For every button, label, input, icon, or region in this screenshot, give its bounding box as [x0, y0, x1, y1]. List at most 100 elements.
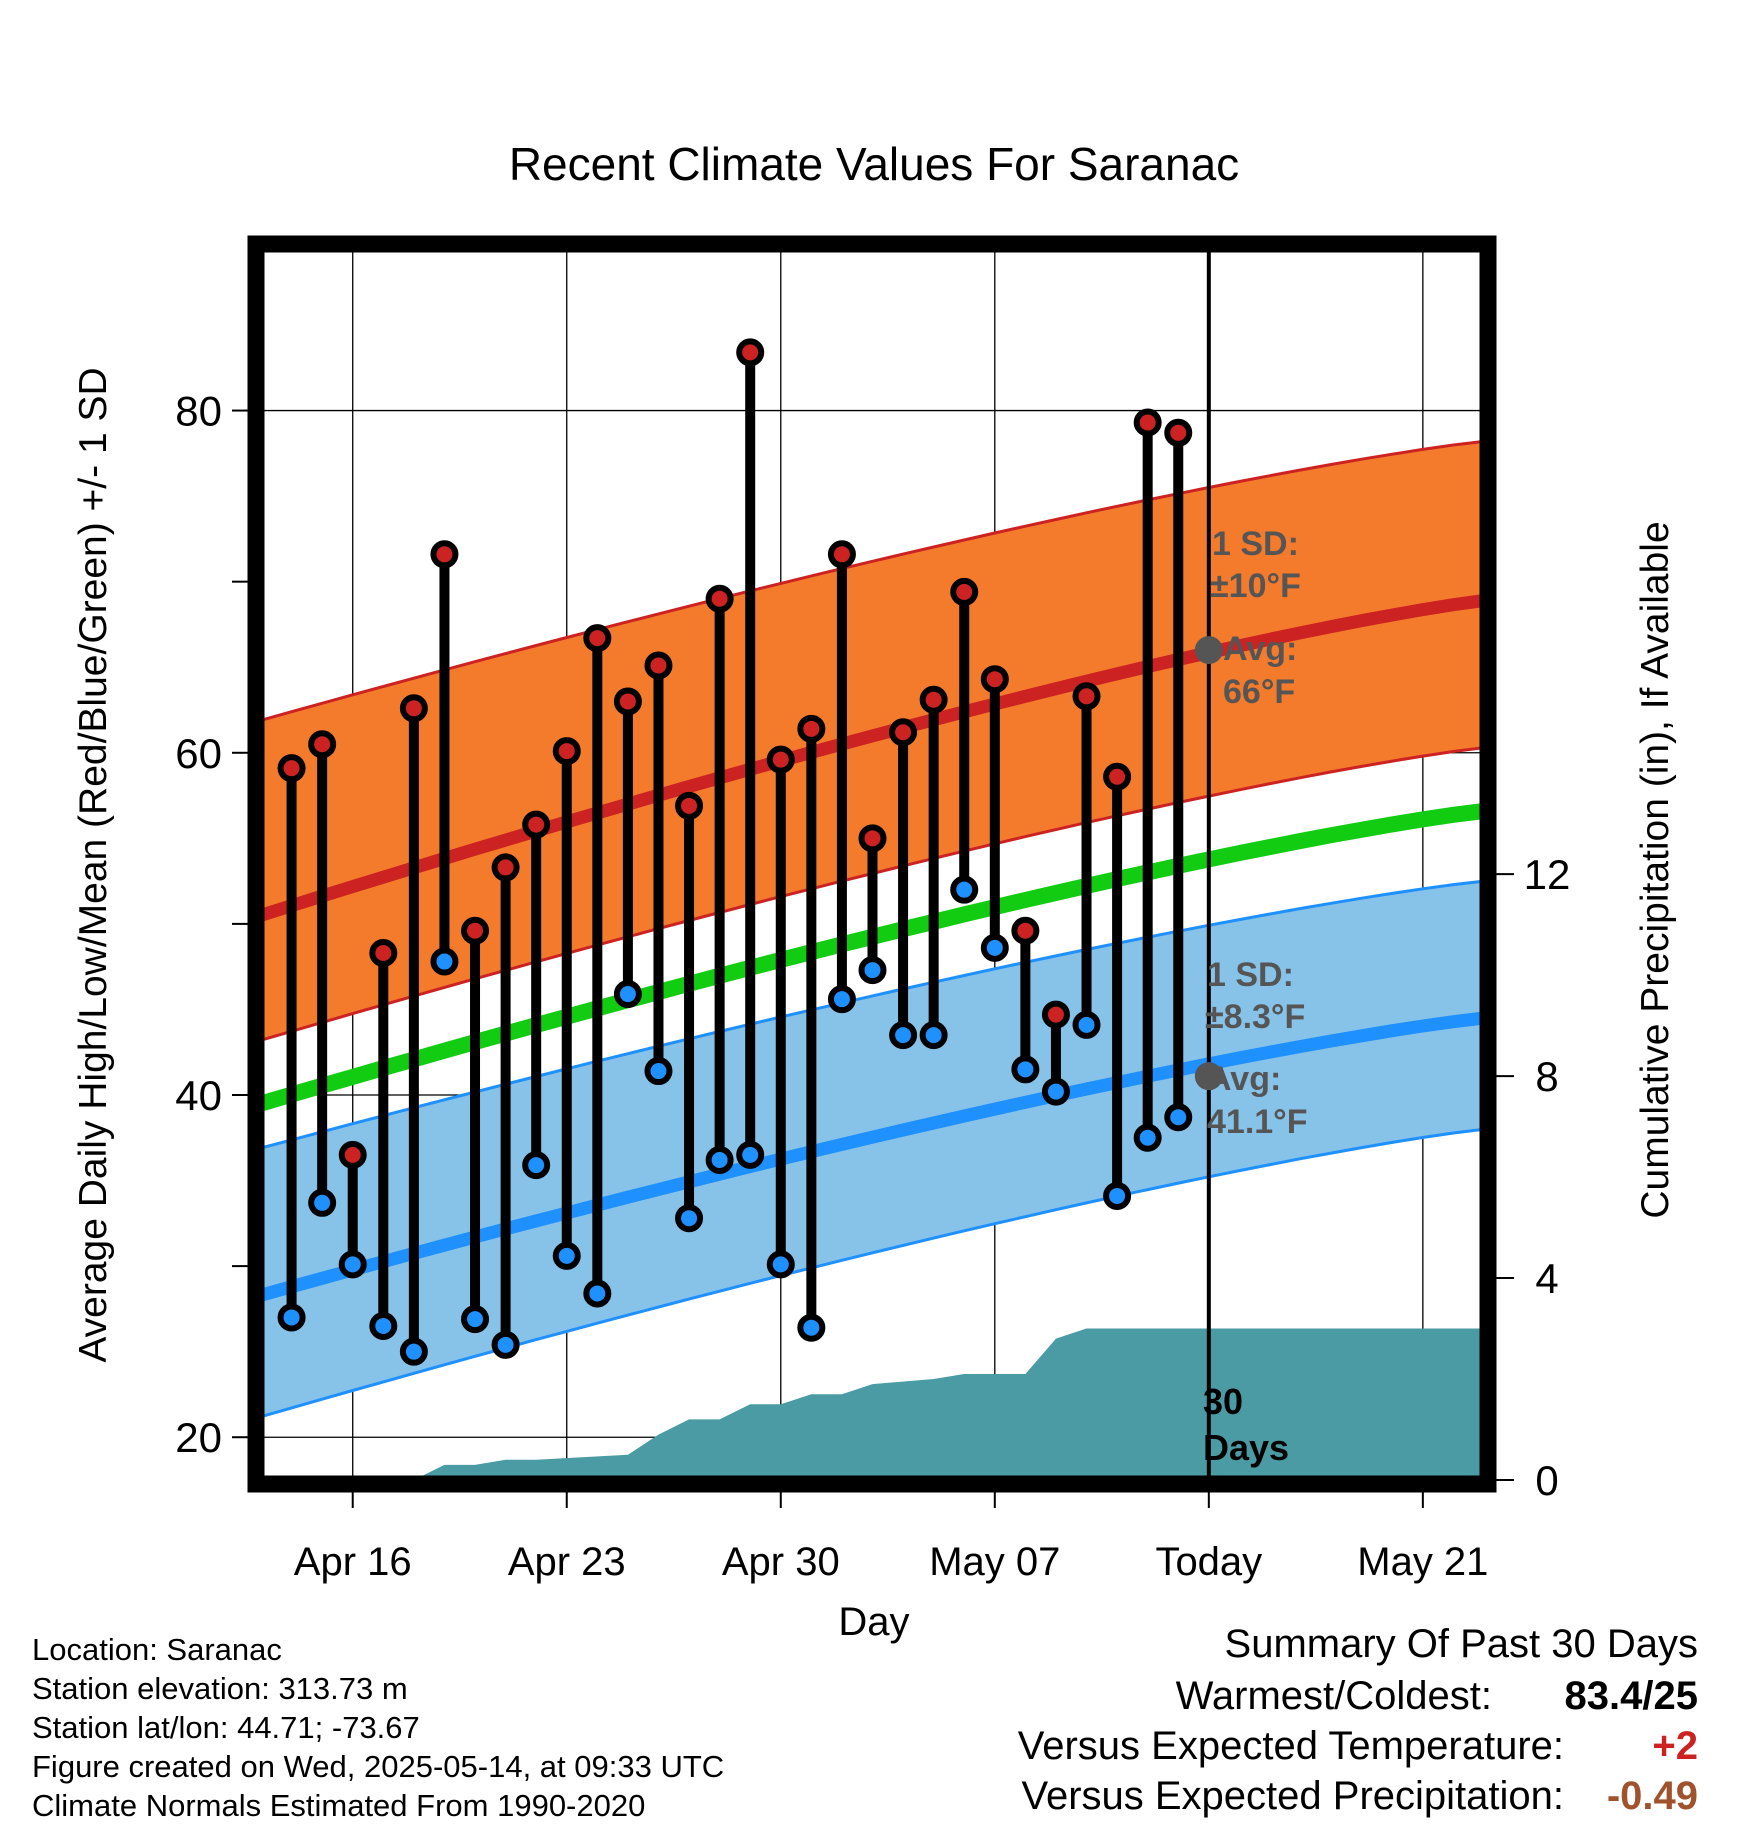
- x-tick-label: Apr 23: [508, 1540, 626, 1584]
- y2-tick-label: 0: [1535, 1457, 1558, 1504]
- high-sd-value: ±10°F: [1210, 567, 1301, 605]
- daily-low-point: [797, 1313, 826, 1342]
- low-normal-line: [259, 1011, 1485, 1302]
- daily-high-point: [644, 651, 673, 680]
- x-tick-label: Apr 30: [722, 1540, 840, 1584]
- daily-high-point: [552, 737, 581, 766]
- days-number: 30: [1203, 1381, 1243, 1422]
- y-tick-label: 20: [175, 1414, 222, 1461]
- daily-low-point: [736, 1140, 765, 1169]
- y-tick-label: 80: [175, 388, 222, 435]
- daily-low-point: [1103, 1181, 1132, 1210]
- location-text: Location: Saranac: [32, 1632, 282, 1667]
- daily-high-point: [736, 338, 765, 367]
- normals-text: Climate Normals Estimated From 1990-2020: [32, 1788, 646, 1823]
- latlon-text: Station lat/lon: 44.71; -73.67: [32, 1710, 420, 1745]
- daily-low-point: [889, 1021, 918, 1050]
- daily-low-point: [1072, 1010, 1101, 1039]
- elevation-text: Station elevation: 313.73 m: [32, 1671, 408, 1706]
- daily-low-point: [399, 1337, 428, 1366]
- daily-high-point: [950, 577, 979, 606]
- daily-low-point: [583, 1279, 612, 1308]
- y-axis-title: Average Daily High/Low/Mean (Red/Blue/Gr…: [72, 367, 115, 1362]
- low-avg-value: 41.1°F: [1207, 1103, 1308, 1141]
- low-lower-line: [260, 1127, 1485, 1419]
- daily-high-point: [338, 1140, 367, 1169]
- daily-low-point: [827, 985, 856, 1014]
- daily-low-point: [858, 956, 887, 985]
- daily-low-point: [950, 875, 979, 904]
- summary-title: Summary Of Past 30 Days: [1224, 1622, 1698, 1666]
- daily-low-point: [675, 1204, 704, 1233]
- daily-high-point: [522, 810, 551, 839]
- x-tick-label: Today: [1155, 1540, 1262, 1584]
- daily-high-point: [1164, 418, 1193, 447]
- daily-low-point: [919, 1021, 948, 1050]
- y2-tick-label: 8: [1535, 1053, 1558, 1100]
- plot-area: 1 SD: ±10°F Avg: 66°F 1 SD: ±8.3°F Avg: 41.1°F 3…: [175, 235, 1570, 1584]
- daily-low-point: [491, 1330, 520, 1359]
- today-avg-low-marker: [1194, 1062, 1223, 1091]
- daily-high-point: [827, 540, 856, 569]
- daily-low-point: [522, 1151, 551, 1180]
- daily-low-point: [766, 1250, 795, 1279]
- daily-high-point: [766, 745, 795, 774]
- daily-high-point: [491, 853, 520, 882]
- daily-low-point: [369, 1312, 398, 1340]
- daily-high-point: [797, 714, 826, 743]
- daily-high-point: [1072, 682, 1101, 711]
- daily-low-point: [613, 980, 642, 1009]
- daily-high-point: [277, 754, 306, 783]
- high-sd-label: 1 SD:: [1212, 525, 1299, 563]
- daily-high-point: [461, 916, 490, 945]
- x-tick-label: May 07: [929, 1540, 1060, 1584]
- precip-value: -0.49: [1606, 1774, 1698, 1818]
- y2-tick-label: 4: [1535, 1255, 1558, 1302]
- daily-high-point: [430, 540, 459, 569]
- y2-axis-title: Cumulative Precipitation (in), If Availa…: [1634, 521, 1677, 1218]
- plot-frame: [247, 235, 1497, 1493]
- daily-high-point: [889, 718, 918, 747]
- daily-low-point: [308, 1188, 337, 1217]
- high-avg-label: Avg:: [1223, 630, 1297, 668]
- daily-high-point: [583, 624, 612, 653]
- daily-low-point: [1011, 1055, 1040, 1084]
- high-normal-line: [259, 594, 1485, 922]
- daily-low-point: [1133, 1123, 1162, 1152]
- daily-low-point: [980, 933, 1009, 962]
- warmest-label: Warmest/Coldest:: [1175, 1674, 1492, 1718]
- y-tick-label: 40: [175, 1072, 222, 1119]
- low-avg-label: Avg:: [1207, 1060, 1281, 1098]
- daily-low-point: [644, 1057, 673, 1086]
- high-avg-value: 66°F: [1223, 673, 1295, 711]
- low-sd-label: 1 SD:: [1207, 956, 1294, 994]
- low-upper-line: [260, 879, 1485, 1150]
- daily-high-point: [675, 791, 704, 820]
- daily-high-point: [308, 730, 337, 759]
- temp-value: +2: [1652, 1724, 1698, 1768]
- daily-high-point: [613, 687, 642, 716]
- precip-area: [261, 1328, 1484, 1480]
- daily-high-point: [858, 824, 887, 853]
- low-sd-value: ±8.3°F: [1205, 998, 1305, 1036]
- created-text: Figure created on Wed, 2025-05-14, at 09…: [32, 1749, 725, 1784]
- days-label: Days: [1203, 1427, 1289, 1468]
- daily-high-point: [1011, 916, 1040, 945]
- daily-high-point: [919, 685, 948, 714]
- daily-high-point: [1041, 1000, 1070, 1029]
- y-tick-label: 60: [175, 730, 222, 777]
- precip-label: Versus Expected Precipitation:: [1021, 1774, 1564, 1818]
- daily-low-point: [1041, 1077, 1070, 1106]
- daily-high-point: [369, 938, 398, 967]
- daily-low-point: [277, 1303, 306, 1332]
- daily-high-point: [1103, 762, 1132, 791]
- daily-low-point: [430, 947, 459, 976]
- daily-high-point: [980, 665, 1009, 694]
- daily-low-point: [552, 1241, 581, 1270]
- daily-low-point: [338, 1250, 367, 1279]
- chart-title: Recent Climate Values For Saranac: [509, 138, 1239, 190]
- daily-high-point: [399, 694, 428, 723]
- x-axis-title: Day: [838, 1600, 909, 1644]
- high-upper-line: [260, 439, 1485, 722]
